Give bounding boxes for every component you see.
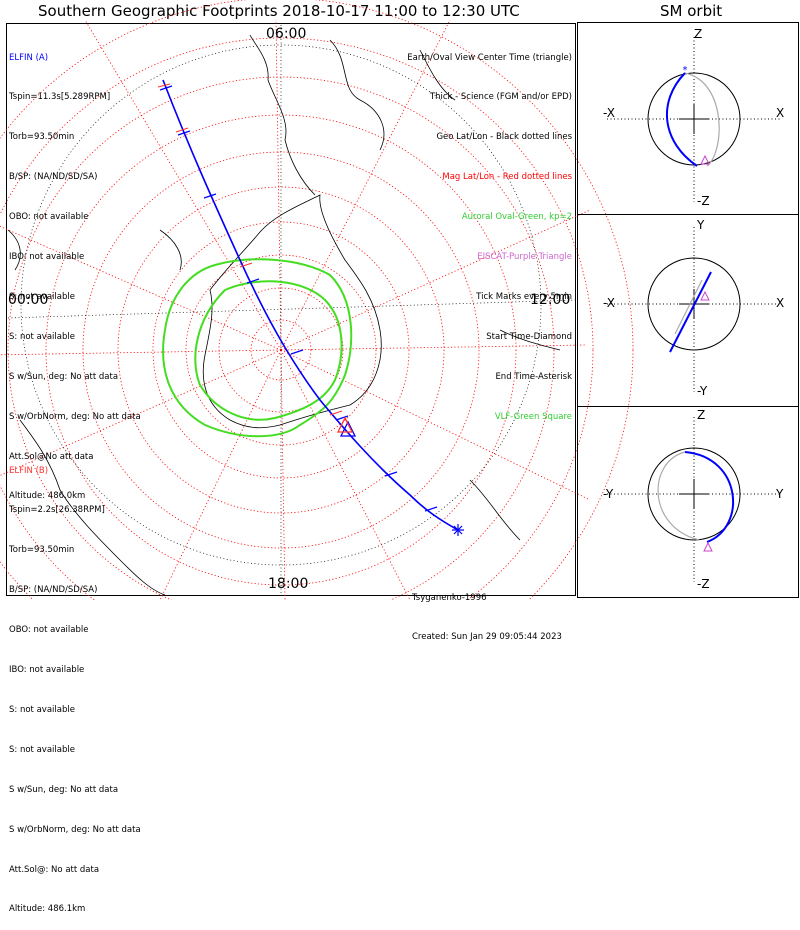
page-title: Southern Geographic Footprints 2018-10-1… bbox=[38, 2, 520, 20]
legend-item: Thick - Science (FGM and/or EPD) bbox=[429, 92, 572, 103]
legend-item: Start Time-Diamond bbox=[486, 331, 572, 342]
elfin-b-line: Altitude: 486.1km bbox=[9, 904, 86, 915]
credits: Tsyganenko-1996 Created: Sun Jan 29 09:0… bbox=[412, 566, 562, 657]
sm-orbit-panels: * bbox=[577, 22, 799, 598]
auroral-oval bbox=[162, 258, 353, 438]
footprint-map bbox=[0, 0, 634, 600]
elfin-b-info: ELFIN (B) Tspin=2.2s[26.38RPM] Torb=93.5… bbox=[9, 438, 141, 930]
sm-label-right: X bbox=[776, 106, 785, 120]
credit-author: Tsyganenko-1996 bbox=[412, 593, 487, 603]
time-label-top: 06:00 bbox=[266, 26, 307, 42]
credit-created: Created: Sun Jan 29 09:05:44 2023 bbox=[412, 632, 562, 642]
legend: Earth/Oval View Center Time (triangle) T… bbox=[407, 25, 572, 437]
coastlines bbox=[7, 34, 561, 596]
elfin-a-line: S: not available bbox=[9, 291, 75, 302]
elfin-b-name: ELFIN (B) bbox=[9, 465, 49, 476]
sm-label-bottom: -Y bbox=[697, 384, 708, 398]
track-ticks bbox=[159, 85, 438, 512]
elfin-a-line: Altitude: 486.0km bbox=[9, 491, 86, 502]
sm-label-top: Z bbox=[694, 27, 703, 41]
elfin-b-line: S: not available bbox=[9, 704, 75, 715]
legend-item: Mag Lat/Lon - Red dotted lines bbox=[442, 172, 572, 183]
elfin-b-line: Torb=93.50min bbox=[9, 545, 75, 556]
elfin-a-name: ELFIN (A) bbox=[9, 52, 49, 63]
geo-grid bbox=[7, 25, 576, 595]
elfin-a-info: ELFIN (A) Tspin=11.3s[5.289RPM] Torb=93.… bbox=[9, 25, 141, 517]
track-elfin-a bbox=[162, 79, 459, 531]
elfin-b-line: S: not available bbox=[9, 744, 75, 755]
legend-item: Geo Lat/Lon - Black dotted lines bbox=[436, 132, 572, 143]
sm-panel-yz-frame bbox=[577, 406, 799, 598]
elfin-a-line: S w/Sun, deg: No att data bbox=[9, 371, 119, 382]
sm-label-left: -X bbox=[603, 106, 615, 120]
legend-item: End Time-Asterisk bbox=[495, 371, 572, 382]
time-label-bottom: 18:00 bbox=[268, 576, 309, 592]
legend-item: EISCAT-Purple Triangle bbox=[477, 252, 572, 263]
sm-label-top: Y bbox=[697, 218, 705, 232]
sm-label-right: Y bbox=[776, 487, 784, 501]
elfin-a-line: IBO: not available bbox=[9, 252, 85, 263]
sm-label-bottom: -Z bbox=[697, 194, 710, 208]
sm-label-left: -X bbox=[603, 296, 615, 310]
map-frame bbox=[6, 23, 576, 596]
elfin-a-line: B/SP: (NA/ND/SD/SA) bbox=[9, 172, 98, 183]
elfin-a-line: Att.Sol@No att data bbox=[9, 451, 94, 462]
elfin-b-line: IBO: not available bbox=[9, 665, 85, 676]
time-label-right: 12:00 bbox=[530, 292, 571, 308]
sm-label-left: -Y bbox=[603, 487, 614, 501]
view-center-triangle bbox=[336, 416, 357, 437]
sm-panel-xy bbox=[607, 227, 782, 392]
elfin-a-line: Tspin=11.3s[5.289RPM] bbox=[9, 92, 111, 103]
end-asterisk bbox=[452, 524, 464, 536]
sm-label-bottom: -Z bbox=[697, 577, 710, 591]
sm-label-right: X bbox=[776, 296, 785, 310]
sm-panel-yz bbox=[607, 417, 782, 582]
elfin-b-line: S w/OrbNorm, deg: No att data bbox=[9, 824, 141, 835]
elfin-a-line: Torb=93.50min bbox=[9, 132, 75, 143]
elfin-a-line: S: not available bbox=[9, 331, 75, 342]
track-ticks-b bbox=[157, 83, 343, 416]
legend-item: Auroral Oval-Green, kp=2 bbox=[461, 212, 572, 223]
elfin-b-line: S w/Sun, deg: No att data bbox=[9, 784, 119, 795]
legend-item: Earth/Oval View Center Time (triangle) bbox=[407, 52, 572, 63]
legend-item: VLF-Green Square bbox=[494, 411, 572, 422]
sm-panel-xz: * bbox=[607, 37, 782, 202]
time-label-left: 00:00 bbox=[8, 292, 49, 308]
elfin-b-line: Tspin=2.2s[26.38RPM] bbox=[9, 505, 105, 516]
legend-item: Tick Marks every 5min bbox=[476, 291, 572, 302]
elfin-b-line: Att.Sol@: No att data bbox=[9, 864, 100, 875]
sm-panel-xy-frame bbox=[577, 214, 799, 407]
elfin-b-line: B/SP: (NA/ND/SD/SA) bbox=[9, 585, 98, 596]
elfin-b-line: OBO: not available bbox=[9, 625, 89, 636]
sm-orbit-title: SM orbit bbox=[660, 2, 723, 20]
svg-text:*: * bbox=[682, 65, 688, 76]
elfin-a-line: S w/OrbNorm, deg: No att data bbox=[9, 411, 141, 422]
elfin-a-line: OBO: not available bbox=[9, 212, 89, 223]
sm-label-top: Z bbox=[697, 408, 706, 422]
